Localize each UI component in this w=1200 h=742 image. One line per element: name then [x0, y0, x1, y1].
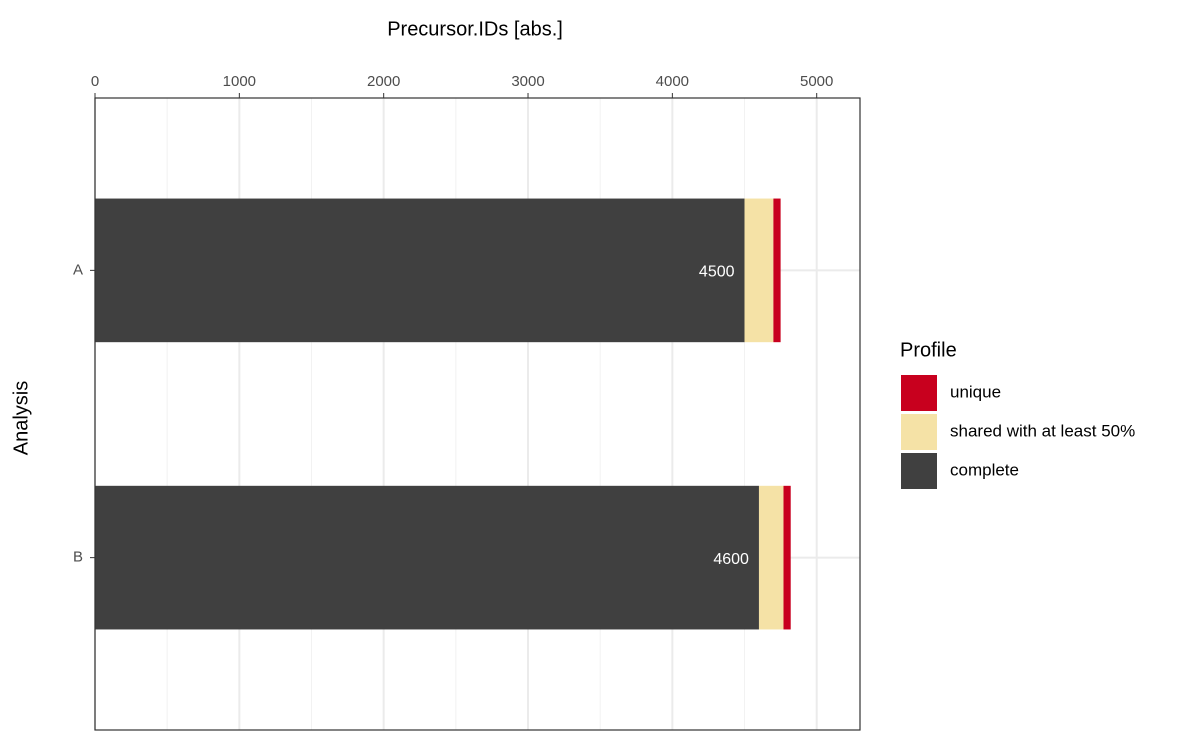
- legend-key: [901, 375, 937, 411]
- legend-label: complete: [950, 460, 1019, 479]
- bar-segment: [758, 485, 784, 630]
- x-tick-label: 5000: [800, 73, 833, 90]
- legend-label: unique: [950, 382, 1001, 401]
- plot-border: [94, 97, 861, 731]
- data-label: 4600: [713, 551, 749, 568]
- bar-segment: [95, 198, 745, 343]
- data-label: 4500: [699, 264, 735, 281]
- x-tick-label: 3000: [511, 73, 544, 90]
- y-tick-label: A: [73, 261, 83, 278]
- bar-segment: [783, 485, 791, 630]
- bar-segment: [744, 198, 774, 343]
- x-axis-title: Precursor.IDs [abs.]: [387, 18, 563, 40]
- y-axis-title: Analysis: [10, 381, 32, 455]
- y-tick-label: B: [73, 549, 83, 566]
- x-tick-label: 4000: [656, 73, 689, 90]
- x-tick-label: 0: [91, 73, 99, 90]
- legend-label: shared with at least 50%: [950, 421, 1135, 440]
- legend-key: [901, 414, 937, 450]
- bar-segment: [773, 198, 781, 343]
- legend-title: Profile: [900, 339, 957, 361]
- x-tick-label: 1000: [223, 73, 256, 90]
- bar-segment: [95, 485, 759, 630]
- legend-key: [901, 453, 937, 489]
- x-tick-label: 2000: [367, 73, 400, 90]
